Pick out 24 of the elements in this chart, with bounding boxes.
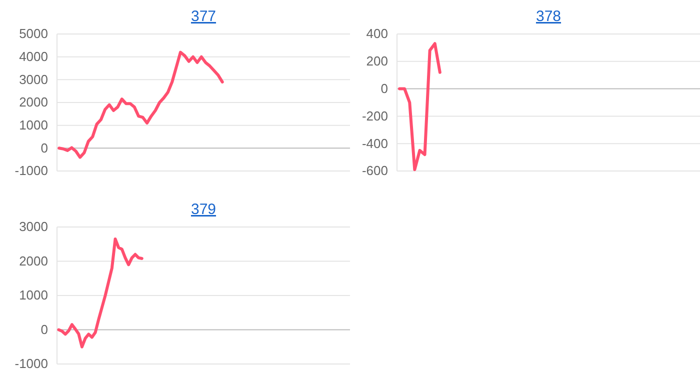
y-tick-label: -1000 — [14, 163, 48, 178]
y-tick-label: -400 — [362, 136, 388, 151]
y-tick-label: 5000 — [19, 26, 48, 42]
y-tick-label: 2000 — [19, 94, 48, 110]
line-series — [57, 237, 144, 348]
y-tick-label: 3000 — [19, 219, 48, 234]
y-tick-label: 1000 — [19, 117, 48, 132]
y-tick-label: 0 — [40, 140, 48, 156]
y-tick-label: -200 — [362, 108, 388, 124]
chart-title: 377 — [190, 8, 216, 25]
y-tick-label: 0 — [40, 322, 48, 337]
y-tick-label: 200 — [366, 54, 388, 69]
y-tick-label: -1000 — [14, 356, 48, 372]
y-tick-label: 2000 — [19, 253, 48, 268]
y-tick-label: 400 — [366, 26, 388, 42]
line-series — [58, 50, 224, 159]
y-tick-label: -600 — [362, 163, 388, 178]
y-tick-label: 3000 — [19, 72, 48, 87]
y-tick-label: 1000 — [19, 288, 48, 303]
chart-title: 378 — [536, 8, 562, 25]
chart-title: 379 — [190, 201, 216, 218]
line-series — [398, 42, 442, 172]
y-tick-label: 4000 — [19, 48, 48, 64]
y-tick-label: 0 — [380, 80, 388, 96]
